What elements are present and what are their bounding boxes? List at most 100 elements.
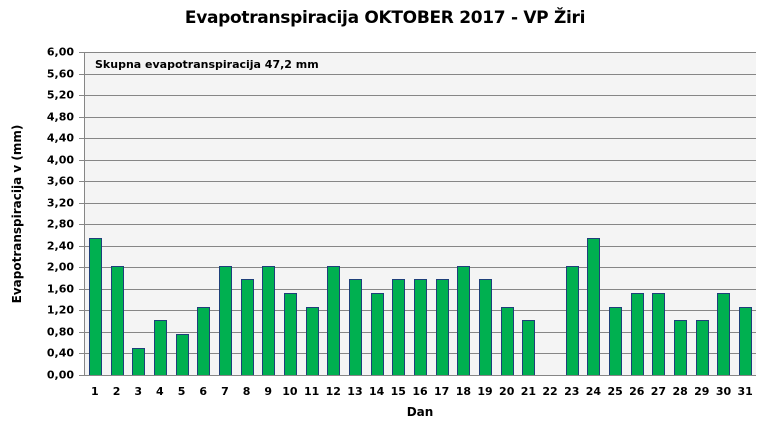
y-tick-mark — [79, 224, 84, 226]
bar-day-16 — [414, 279, 427, 375]
y-tick-mark — [79, 116, 84, 118]
bar-day-26 — [630, 293, 644, 375]
x-tick-label: 27 — [650, 385, 667, 398]
y-tick-label: 0,40 — [46, 346, 74, 360]
x-tick-label: 11 — [303, 385, 320, 398]
x-tick-label: 31 — [737, 385, 753, 398]
bar-day-20 — [500, 306, 514, 375]
x-tick-label: 1 — [91, 385, 99, 398]
y-tick-label: 2,40 — [46, 239, 74, 253]
chart-title: Evapotranspiracija OKTOBER 2017 - VP Žir… — [184, 8, 586, 28]
bar-day-7 — [218, 265, 232, 375]
gridline — [84, 181, 756, 183]
bar-day-25 — [609, 306, 623, 375]
x-tick-label: 15 — [390, 385, 406, 398]
bar-day-24 — [587, 238, 601, 375]
gridline — [84, 267, 756, 269]
y-tick-mark — [79, 288, 84, 290]
bar-day-3 — [132, 347, 146, 375]
gridline — [84, 95, 756, 97]
x-tick-label: 8 — [242, 385, 251, 398]
bar-day-8 — [240, 279, 254, 375]
y-tick-label: 1,20 — [46, 303, 74, 317]
bar-day-18 — [457, 265, 471, 375]
x-tick-label: 7 — [221, 385, 229, 398]
y-tick-label: 4,40 — [46, 131, 74, 145]
y-tick-label: 1,60 — [46, 282, 74, 296]
y-tick-mark — [79, 331, 84, 333]
y-tick-label: 4,00 — [46, 153, 74, 167]
x-tick-label: 29 — [694, 385, 710, 398]
x-tick-label: 24 — [585, 385, 602, 398]
x-tick-label: 3 — [134, 385, 143, 398]
y-tick-label: 4,80 — [46, 110, 74, 124]
gridline — [84, 202, 756, 204]
x-tick-label: 17 — [434, 385, 450, 398]
gridline — [84, 116, 756, 118]
y-tick-mark — [79, 138, 84, 140]
bar-day-17 — [435, 279, 449, 375]
bar-day-10 — [283, 293, 297, 375]
x-tick-label: 2 — [112, 385, 121, 398]
x-tick-label: 6 — [199, 385, 208, 398]
bar-day-29 — [695, 320, 709, 375]
x-tick-label: 16 — [412, 385, 428, 398]
x-tick-label: 25 — [607, 385, 623, 398]
y-tick-mark — [79, 202, 84, 204]
bar-day-27 — [652, 293, 666, 375]
y-tick-mark — [79, 52, 84, 53]
gridline — [84, 245, 756, 247]
bar-day-28 — [674, 320, 688, 375]
y-tick-mark — [79, 267, 84, 269]
x-tick-label: 22 — [542, 385, 558, 398]
bar-day-4 — [153, 320, 167, 375]
y-tick-label: 2,80 — [46, 217, 74, 231]
bar-day-19 — [479, 279, 493, 375]
bar-day-30 — [717, 293, 731, 375]
x-tick-label: 9 — [264, 385, 273, 398]
bar-day-9 — [262, 265, 276, 375]
y-tick-mark — [79, 95, 84, 97]
x-tick-label: 14 — [368, 385, 385, 398]
y-tick-mark — [79, 181, 84, 183]
x-tick-label: 10 — [282, 385, 298, 398]
bar-day-2 — [110, 265, 124, 375]
gridline — [84, 224, 756, 226]
x-tick-label: 21 — [520, 385, 537, 398]
x-tick-label: 26 — [629, 385, 645, 398]
bar-day-1 — [88, 238, 102, 375]
x-tick-label: 18 — [455, 385, 471, 398]
y-tick-label: 3,20 — [46, 196, 74, 210]
y-tick-mark — [79, 73, 84, 75]
gridline — [84, 375, 756, 376]
bar-day-11 — [305, 306, 319, 375]
x-tick-label: 20 — [499, 385, 515, 398]
y-tick-label: 5,60 — [46, 67, 74, 81]
bar-day-21 — [522, 320, 536, 375]
x-tick-label: 28 — [672, 385, 688, 398]
x-tick-label: 12 — [325, 385, 341, 398]
y-tick-label: 3,60 — [46, 174, 74, 188]
y-tick-mark — [79, 310, 84, 312]
plot-area — [84, 52, 756, 376]
total-annotation: Skupna evapotranspiracija 47,2 mm — [95, 58, 319, 71]
y-tick-mark — [79, 245, 84, 247]
y-tick-label: 0,00 — [46, 368, 74, 382]
bar-day-13 — [348, 279, 362, 375]
gridline — [84, 138, 756, 140]
x-tick-label: 4 — [156, 385, 164, 398]
y-tick-label: 6,00 — [46, 45, 74, 59]
y-tick-mark — [79, 159, 84, 161]
y-tick-label: 2,00 — [46, 260, 74, 274]
y-tick-label: 5,20 — [46, 88, 74, 102]
y-axis-line — [84, 52, 85, 375]
y-tick-mark — [79, 353, 84, 355]
gridline — [84, 73, 756, 75]
x-tick-label: 30 — [715, 385, 732, 398]
x-axis-title: Dan — [406, 405, 434, 419]
bar-day-5 — [175, 334, 189, 375]
x-tick-label: 13 — [347, 385, 363, 398]
bar-day-15 — [392, 279, 406, 375]
bar-day-6 — [197, 306, 211, 375]
bar-day-31 — [739, 306, 753, 375]
